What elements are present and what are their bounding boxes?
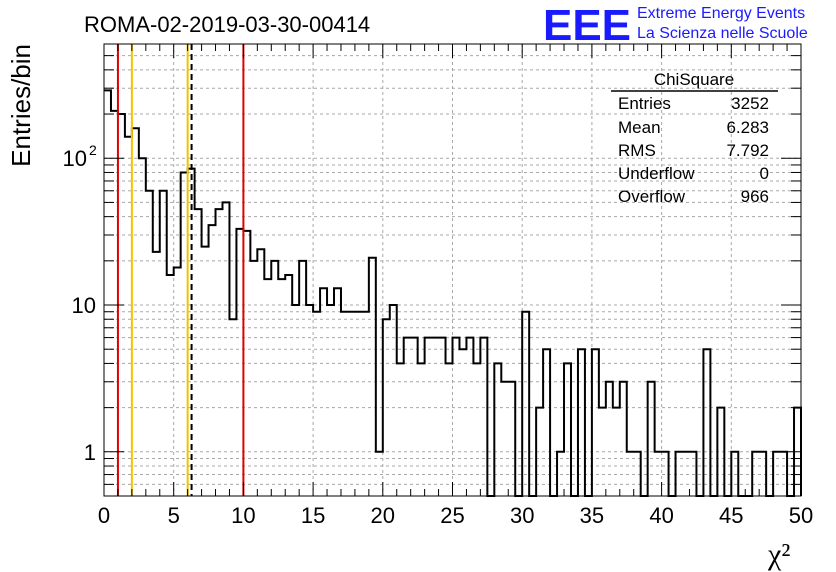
grid-lines — [104, 43, 801, 497]
x-tick-label: 15 — [301, 503, 325, 528]
stats-value-underflow: 0 — [760, 164, 769, 183]
y-tick-exponent: 2 — [89, 142, 97, 158]
y-tick-label: 1 — [84, 440, 96, 465]
stats-title: ChiSquare — [654, 70, 734, 89]
y-tick-label: 10 — [72, 293, 96, 318]
x-tick-label: 50 — [789, 503, 813, 528]
x-tick-label: 45 — [719, 503, 743, 528]
y-axis-label: Entries/bin — [6, 44, 36, 167]
logo-line-2: La Scienza nelle Scuole — [637, 25, 808, 42]
histogram-bars — [104, 89, 802, 497]
x-tick-label: 20 — [371, 503, 395, 528]
logo-mark: EEE — [543, 1, 631, 50]
x-tick-label: 5 — [168, 503, 180, 528]
axis-ticks — [103, 43, 802, 497]
logo-line-1: Extreme Energy Events — [637, 5, 805, 22]
stats-box: ChiSquare Entries 3252 Mean 6.283 RMS 7.… — [611, 70, 778, 206]
stats-label-mean: Mean — [618, 118, 661, 137]
stats-label-underflow: Underflow — [618, 164, 695, 183]
eee-logo: EEE Extreme Energy Events La Scienza nel… — [543, 1, 808, 50]
stats-value-mean: 6.283 — [726, 118, 769, 137]
reference-lines — [116, 44, 245, 496]
x-tick-label: 25 — [440, 503, 464, 528]
x-tick-label: 35 — [580, 503, 604, 528]
x-axis-label: χ² — [767, 538, 790, 571]
stats-value-overflow: 966 — [741, 187, 769, 206]
x-tick-label: 0 — [98, 503, 110, 528]
stats-label-entries: Entries — [618, 94, 671, 113]
chart-title: ROMA-02-2019-03-30-00414 — [84, 12, 370, 37]
y-tick-label: 10 — [63, 146, 87, 171]
stats-value-rms: 7.792 — [726, 141, 769, 160]
stats-label-overflow: Overflow — [618, 187, 686, 206]
x-tick-label: 10 — [231, 503, 255, 528]
x-tick-label: 40 — [649, 503, 673, 528]
stats-label-rms: RMS — [618, 141, 656, 160]
stats-value-entries: 3252 — [731, 94, 769, 113]
x-tick-label: 30 — [510, 503, 534, 528]
histogram-outline — [104, 89, 802, 497]
